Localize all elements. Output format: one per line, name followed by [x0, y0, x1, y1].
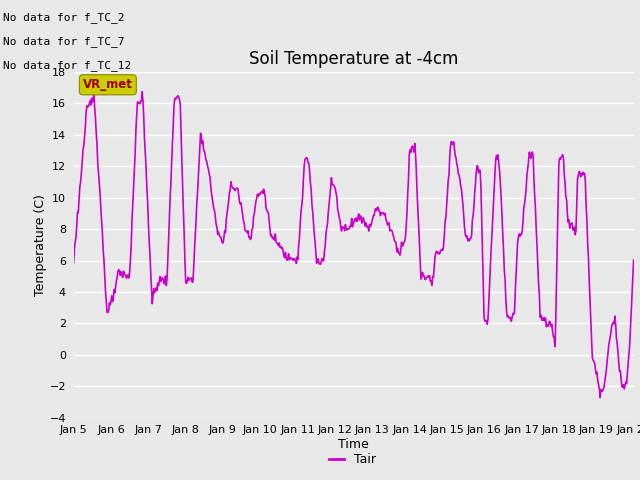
Y-axis label: Temperature (C): Temperature (C)	[34, 194, 47, 296]
X-axis label: Time: Time	[338, 438, 369, 451]
Text: VR_met: VR_met	[83, 78, 133, 91]
Text: No data for f_TC_2: No data for f_TC_2	[3, 12, 125, 23]
Title: Soil Temperature at -4cm: Soil Temperature at -4cm	[249, 49, 458, 68]
Text: No data for f_TC_7: No data for f_TC_7	[3, 36, 125, 47]
Text: No data for f_TC_12: No data for f_TC_12	[3, 60, 131, 71]
Legend: Tair: Tair	[323, 448, 381, 471]
